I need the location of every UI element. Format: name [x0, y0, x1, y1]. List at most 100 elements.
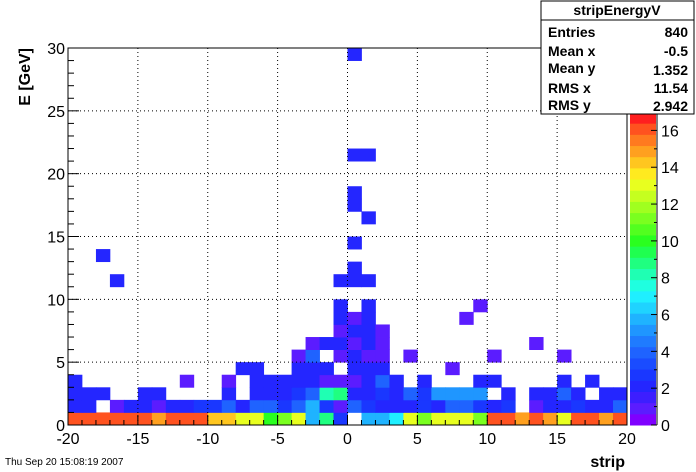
z-tick-label-1: 2 — [661, 381, 670, 398]
heatmap-cell-155 — [375, 324, 390, 338]
heatmap-cell-6 — [151, 412, 167, 426]
heatmap-cell-128 — [249, 362, 265, 376]
x-tick-label-6: 10 — [478, 431, 496, 448]
z-tick-label-5: 10 — [661, 234, 679, 251]
heatmap-cell-171 — [347, 198, 362, 212]
color-palette — [630, 111, 658, 426]
heatmap-cell-149 — [361, 337, 376, 350]
heatmap-cell-160 — [333, 299, 348, 313]
heatmap-cell-170 — [361, 211, 376, 225]
y-tick-label-2: 10 — [47, 292, 65, 309]
heatmap-cell-78 — [68, 387, 83, 401]
heatmap-cell-56 — [305, 399, 320, 413]
palette-swatch-20 — [630, 190, 656, 202]
palette-swatch-21 — [630, 179, 656, 191]
heatmap-cell-134 — [375, 362, 390, 376]
heatmap-cell-11 — [221, 412, 237, 426]
stats-mean-x-value: -0.5 — [664, 43, 688, 59]
z-tick-label-3: 6 — [661, 308, 670, 325]
palette-swatch-19 — [630, 201, 656, 214]
heatmap-cell-123 — [473, 374, 488, 388]
palette-swatch-8 — [630, 324, 656, 337]
heatmap-cell-168 — [95, 249, 111, 263]
heatmap-cell-4 — [123, 412, 139, 426]
heatmap-cell-27 — [445, 412, 460, 426]
heatmap-cell-89 — [319, 387, 334, 401]
heatmap-cell-154 — [361, 324, 376, 338]
heatmap-cell-88 — [305, 387, 320, 401]
heatmap-cell-172 — [347, 186, 362, 200]
heatmap-cell-37 — [585, 412, 600, 426]
heatmap-cell-135 — [445, 362, 460, 376]
heatmap-cell-100 — [473, 387, 488, 401]
heatmap-cell-132 — [347, 362, 362, 376]
heatmap-cell-13 — [249, 412, 265, 426]
palette-swatch-26 — [630, 123, 656, 135]
heatmap-cell-101 — [501, 387, 516, 401]
heatmap-cell-120 — [375, 374, 390, 388]
x-tick-label-7: 15 — [548, 431, 566, 448]
heatmap-cell-114 — [291, 374, 306, 388]
heatmap-cell-45 — [151, 399, 167, 413]
heatmap-cell-41 — [81, 399, 97, 413]
heatmap-cell-112 — [263, 374, 279, 388]
heatmap-cells — [68, 48, 628, 426]
stats-rms-x-value: 11.54 — [654, 80, 688, 96]
x-tick-label-1: -15 — [126, 431, 149, 448]
heatmap-cell-161 — [361, 299, 376, 313]
heatmap-cell-148 — [347, 337, 362, 350]
z-tick-label-8: 16 — [661, 123, 679, 140]
y-tick-label-1: 5 — [56, 355, 65, 372]
y-tick-labels: 0 5 10 15 20 25 30 — [47, 41, 65, 435]
heatmap-cell-139 — [347, 349, 362, 363]
heatmap-cell-137 — [305, 349, 320, 363]
heatmap-cell-103 — [543, 387, 558, 401]
heatmap-cell-107 — [613, 387, 628, 401]
stats-mean-y-label: Mean y — [548, 60, 596, 76]
heatmap-cell-25 — [417, 412, 432, 426]
palette-swatch-23 — [630, 156, 656, 169]
heatmap-cell-53 — [263, 399, 279, 413]
heatmap-cell-61 — [375, 399, 390, 413]
heatmap-cell-164 — [347, 274, 362, 288]
palette-swatch-5 — [630, 357, 656, 370]
heatmap-cell-166 — [109, 274, 125, 288]
z-tick-label-4: 8 — [661, 271, 670, 288]
heatmap-cell-32 — [515, 412, 530, 426]
heatmap-cell-159 — [459, 311, 474, 325]
heatmap-cell-59 — [347, 399, 362, 413]
heatmap-cell-10 — [207, 412, 223, 426]
heatmap-cell-28 — [459, 412, 474, 426]
heatmap-cell-146 — [319, 337, 334, 350]
heatmap-cell-70 — [501, 399, 516, 413]
heatmap-cell-18 — [319, 412, 334, 426]
x-tick-labels: -20 -15 -10 -5 0 5 10 15 20 — [56, 431, 636, 448]
heatmap-cell-138 — [333, 349, 348, 363]
heatmap-cell-62 — [389, 399, 404, 413]
heatmap-cell-15 — [277, 412, 293, 426]
heatmap-cell-9 — [193, 412, 209, 426]
heatmap-cell-7 — [165, 412, 181, 426]
heatmap-cell-71 — [529, 399, 544, 413]
heatmap-cell-83 — [221, 387, 237, 401]
heatmap-cell-23 — [389, 412, 404, 426]
heatmap-cell-58 — [333, 399, 348, 413]
heatmap-cell-31 — [501, 412, 516, 426]
heatmap-cell-143 — [487, 349, 502, 363]
heatmap-cell-145 — [305, 337, 320, 350]
heatmap-cell-156 — [333, 311, 348, 325]
z-tick-label-2: 4 — [661, 344, 670, 361]
stats-mean-x-label: Mean x — [548, 43, 596, 59]
heatmap-cell-79 — [81, 387, 97, 401]
heatmap-cell-130 — [305, 362, 320, 376]
heatmap-cell-169 — [347, 236, 362, 250]
heatmap-cell-39 — [613, 412, 628, 426]
y-tick-label-4: 20 — [47, 167, 65, 184]
heatmap-cell-86 — [277, 387, 293, 401]
heatmap-cell-125 — [557, 374, 572, 388]
heatmap-cell-163 — [333, 274, 348, 288]
heatmap-cell-74 — [571, 399, 586, 413]
stats-entries-value: 840 — [665, 24, 689, 40]
heatmap-cell-133 — [361, 362, 376, 376]
y-axis-label: E [GeV] — [17, 48, 34, 106]
